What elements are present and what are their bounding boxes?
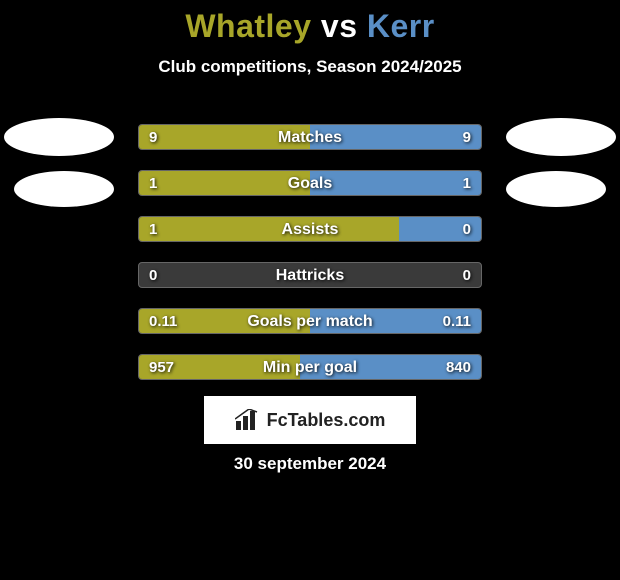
stat-value-right: 840 [446,355,471,380]
stat-label: Assists [139,217,481,242]
player2-name: Kerr [367,8,435,44]
stat-value-right: 9 [463,125,471,150]
stat-label: Min per goal [139,355,481,380]
player2-avatar-shape [506,118,616,156]
stat-row: 1Assists0 [138,216,482,242]
stat-label: Goals per match [139,309,481,334]
stat-row: 0.11Goals per match0.11 [138,308,482,334]
stat-label: Matches [139,125,481,150]
vs-text: vs [321,8,358,44]
date-text: 30 september 2024 [0,454,620,474]
stat-value-right: 1 [463,171,471,196]
stat-label: Hattricks [139,263,481,288]
stat-value-right: 0.11 [443,309,471,334]
fctables-logo[interactable]: FcTables.com [204,396,416,444]
stat-row: 9Matches9 [138,124,482,150]
stat-label: Goals [139,171,481,196]
player1-avatar-shape [4,118,114,156]
stat-value-right: 0 [463,263,471,288]
comparison-title: Whatley vs Kerr [0,0,620,45]
subtitle: Club competitions, Season 2024/2025 [0,57,620,77]
player1-name: Whatley [185,8,311,44]
logo-text: FcTables.com [267,410,386,431]
player1-avatar-shadow [14,171,114,207]
stat-row: 957Min per goal840 [138,354,482,380]
player2-avatar-shadow [506,171,606,207]
bar-chart-icon [235,409,261,431]
stats-bars-container: 9Matches91Goals11Assists00Hattricks00.11… [138,124,482,400]
stat-row: 1Goals1 [138,170,482,196]
stat-row: 0Hattricks0 [138,262,482,288]
stat-value-right: 0 [463,217,471,242]
